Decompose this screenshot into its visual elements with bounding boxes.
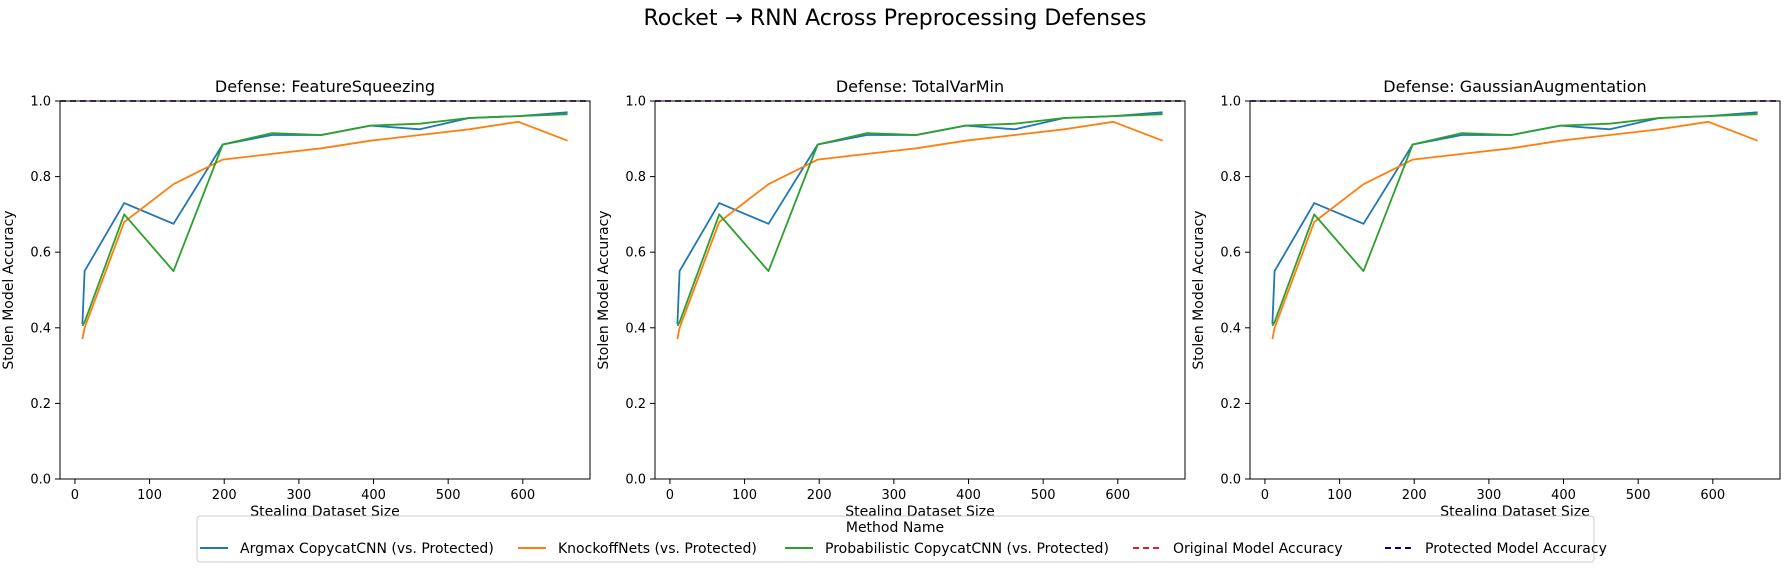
legend-items: Argmax CopycatCNN (vs. Protected) Knockof…	[200, 541, 1607, 557]
y-axis-label: Stolen Model Accuracy	[1, 210, 17, 369]
subplot-3: Defense: GaussianAugmentation 0 100 200 300 4…	[1191, 77, 1781, 520]
legend-item: KnockoffNets (vs. Protected)	[518, 541, 757, 557]
legend: Method Name Argmax CopycatCNN (vs. Prote…	[196, 515, 1607, 563]
y-tick-label: 0.0	[30, 473, 51, 488]
legend-item: Protected Model Accuracy	[1385, 541, 1607, 557]
y-tick-label: 0.8	[1220, 170, 1241, 185]
x-tick-label: 100	[732, 488, 757, 503]
y-tick-label: 0.6	[625, 246, 646, 261]
series-line	[81, 113, 568, 327]
legend-label: Probabilistic CopycatCNN (vs. Protected)	[825, 541, 1109, 557]
legend-item: Argmax CopycatCNN (vs. Protected)	[200, 541, 494, 557]
x-tick-label: 500	[1031, 488, 1056, 503]
axes-frame	[59, 100, 591, 480]
x-tick-label: 500	[1626, 488, 1651, 503]
x-tick-label: 600	[510, 488, 535, 503]
subplot-title: Defense: FeatureSqueezing	[215, 77, 435, 96]
x-tick-label: 600	[1700, 488, 1725, 503]
y-tick-label: 0.6	[1220, 246, 1241, 261]
x-tick-label: 200	[1402, 488, 1427, 503]
subplot-1: Defense: FeatureSqueezing 0 100 200 300 400 50…	[1, 77, 591, 520]
legend-label: Argmax CopycatCNN (vs. Protected)	[240, 541, 494, 557]
legend-title: Method Name	[846, 520, 944, 536]
legend-label: KnockoffNets (vs. Protected)	[558, 541, 757, 557]
x-tick-label: 300	[286, 488, 311, 503]
y-tick-label: 1.0	[30, 95, 51, 110]
axes-frame	[654, 100, 1186, 480]
x-tick-label: 500	[436, 488, 461, 503]
subplot-title: Defense: TotalVarMin	[836, 77, 1004, 96]
y-tick-label: 0.4	[625, 321, 646, 336]
x-tick-label: 200	[212, 488, 237, 503]
series-line	[1271, 120, 1758, 340]
legend-frame	[196, 515, 1595, 563]
y-tick-label: 0.0	[625, 473, 646, 488]
x-tick-label: 0	[71, 488, 79, 503]
x-tick-label: 400	[1551, 488, 1576, 503]
figure-title: Rocket → RNN Across Preprocessing Defens…	[644, 6, 1147, 31]
y-tick-label: 0.4	[1220, 321, 1241, 336]
series-line	[1271, 113, 1758, 327]
y-tick-label: 0.4	[30, 321, 51, 336]
x-tick-label: 200	[807, 488, 832, 503]
y-tick-label: 1.0	[1220, 95, 1241, 110]
y-tick-label: 0.2	[1220, 397, 1241, 412]
y-tick-label: 1.0	[625, 95, 646, 110]
y-tick-label: 0.2	[30, 397, 51, 412]
x-tick-label: 400	[956, 488, 981, 503]
y-axis-label: Stolen Model Accuracy	[596, 210, 612, 369]
y-axis-label: Stolen Model Accuracy	[1191, 210, 1207, 369]
x-tick-label: 100	[1327, 488, 1352, 503]
series-line	[676, 120, 1163, 340]
series-line	[676, 113, 1163, 327]
y-tick-label: 0.8	[30, 170, 51, 185]
axes-frame	[1249, 100, 1781, 480]
y-tick-label: 0.6	[30, 246, 51, 261]
x-tick-label: 600	[1105, 488, 1130, 503]
x-tick-label: 0	[666, 488, 674, 503]
subplot-title: Defense: GaussianAugmentation	[1383, 77, 1646, 96]
y-tick-label: 0.0	[1220, 473, 1241, 488]
x-tick-label: 300	[1476, 488, 1501, 503]
x-tick-label: 0	[1261, 488, 1269, 503]
y-tick-label: 0.2	[625, 397, 646, 412]
legend-item: Probabilistic CopycatCNN (vs. Protected)	[785, 541, 1109, 557]
x-tick-label: 100	[137, 488, 162, 503]
legend-item: Original Model Accuracy	[1133, 541, 1343, 557]
y-tick-label: 0.8	[625, 170, 646, 185]
legend-label: Original Model Accuracy	[1173, 541, 1343, 557]
legend-label: Protected Model Accuracy	[1425, 541, 1607, 557]
series-line	[81, 120, 568, 340]
x-tick-label: 300	[881, 488, 906, 503]
x-tick-label: 400	[361, 488, 386, 503]
